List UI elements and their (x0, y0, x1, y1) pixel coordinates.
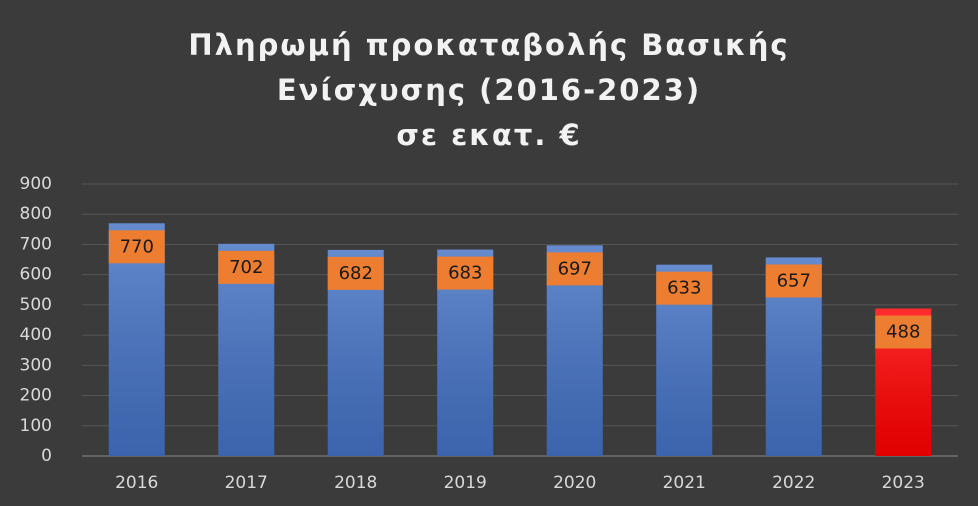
y-tick-label: 700 (20, 234, 52, 254)
data-label: 488 (886, 322, 920, 343)
x-tick-label: 2017 (225, 473, 268, 493)
data-label-box (875, 315, 932, 349)
data-label: 702 (229, 257, 263, 278)
x-tick-label: 2022 (772, 473, 815, 493)
y-tick-label: 600 (20, 265, 52, 285)
chart-title: Ενίσχυσης (2016-2023) (277, 73, 701, 107)
y-tick-label: 800 (20, 204, 52, 224)
data-label: 682 (339, 263, 373, 284)
x-tick-label: 2019 (444, 473, 487, 493)
y-tick-label: 100 (20, 416, 52, 436)
data-label: 633 (667, 278, 701, 299)
x-tick-label: 2020 (553, 473, 596, 493)
chart-title: σε εκατ. € (396, 118, 581, 152)
data-label: 683 (448, 263, 482, 284)
y-tick-label: 0 (41, 446, 52, 466)
y-tick-label: 200 (20, 386, 52, 406)
y-tick-label: 300 (20, 355, 52, 375)
data-label: 657 (777, 270, 811, 291)
data-label-box (437, 256, 494, 290)
y-tick-label: 500 (20, 295, 52, 315)
y-tick-label: 900 (20, 174, 52, 194)
data-label-box (765, 264, 822, 298)
data-label: 697 (558, 258, 592, 279)
data-label-box (327, 256, 384, 290)
x-tick-label: 2016 (115, 473, 158, 493)
data-label: 770 (120, 236, 154, 257)
data-label-box (108, 230, 165, 264)
data-label-box (546, 252, 603, 286)
y-tick-label: 400 (20, 325, 52, 345)
chart-title: Πληρωμή προκαταβολής Βασικής (188, 28, 789, 62)
x-tick-label: 2021 (663, 473, 706, 493)
x-tick-label: 2023 (882, 473, 925, 493)
x-tick-label: 2018 (334, 473, 377, 493)
data-label-box (218, 250, 275, 284)
data-label-box (656, 271, 713, 305)
